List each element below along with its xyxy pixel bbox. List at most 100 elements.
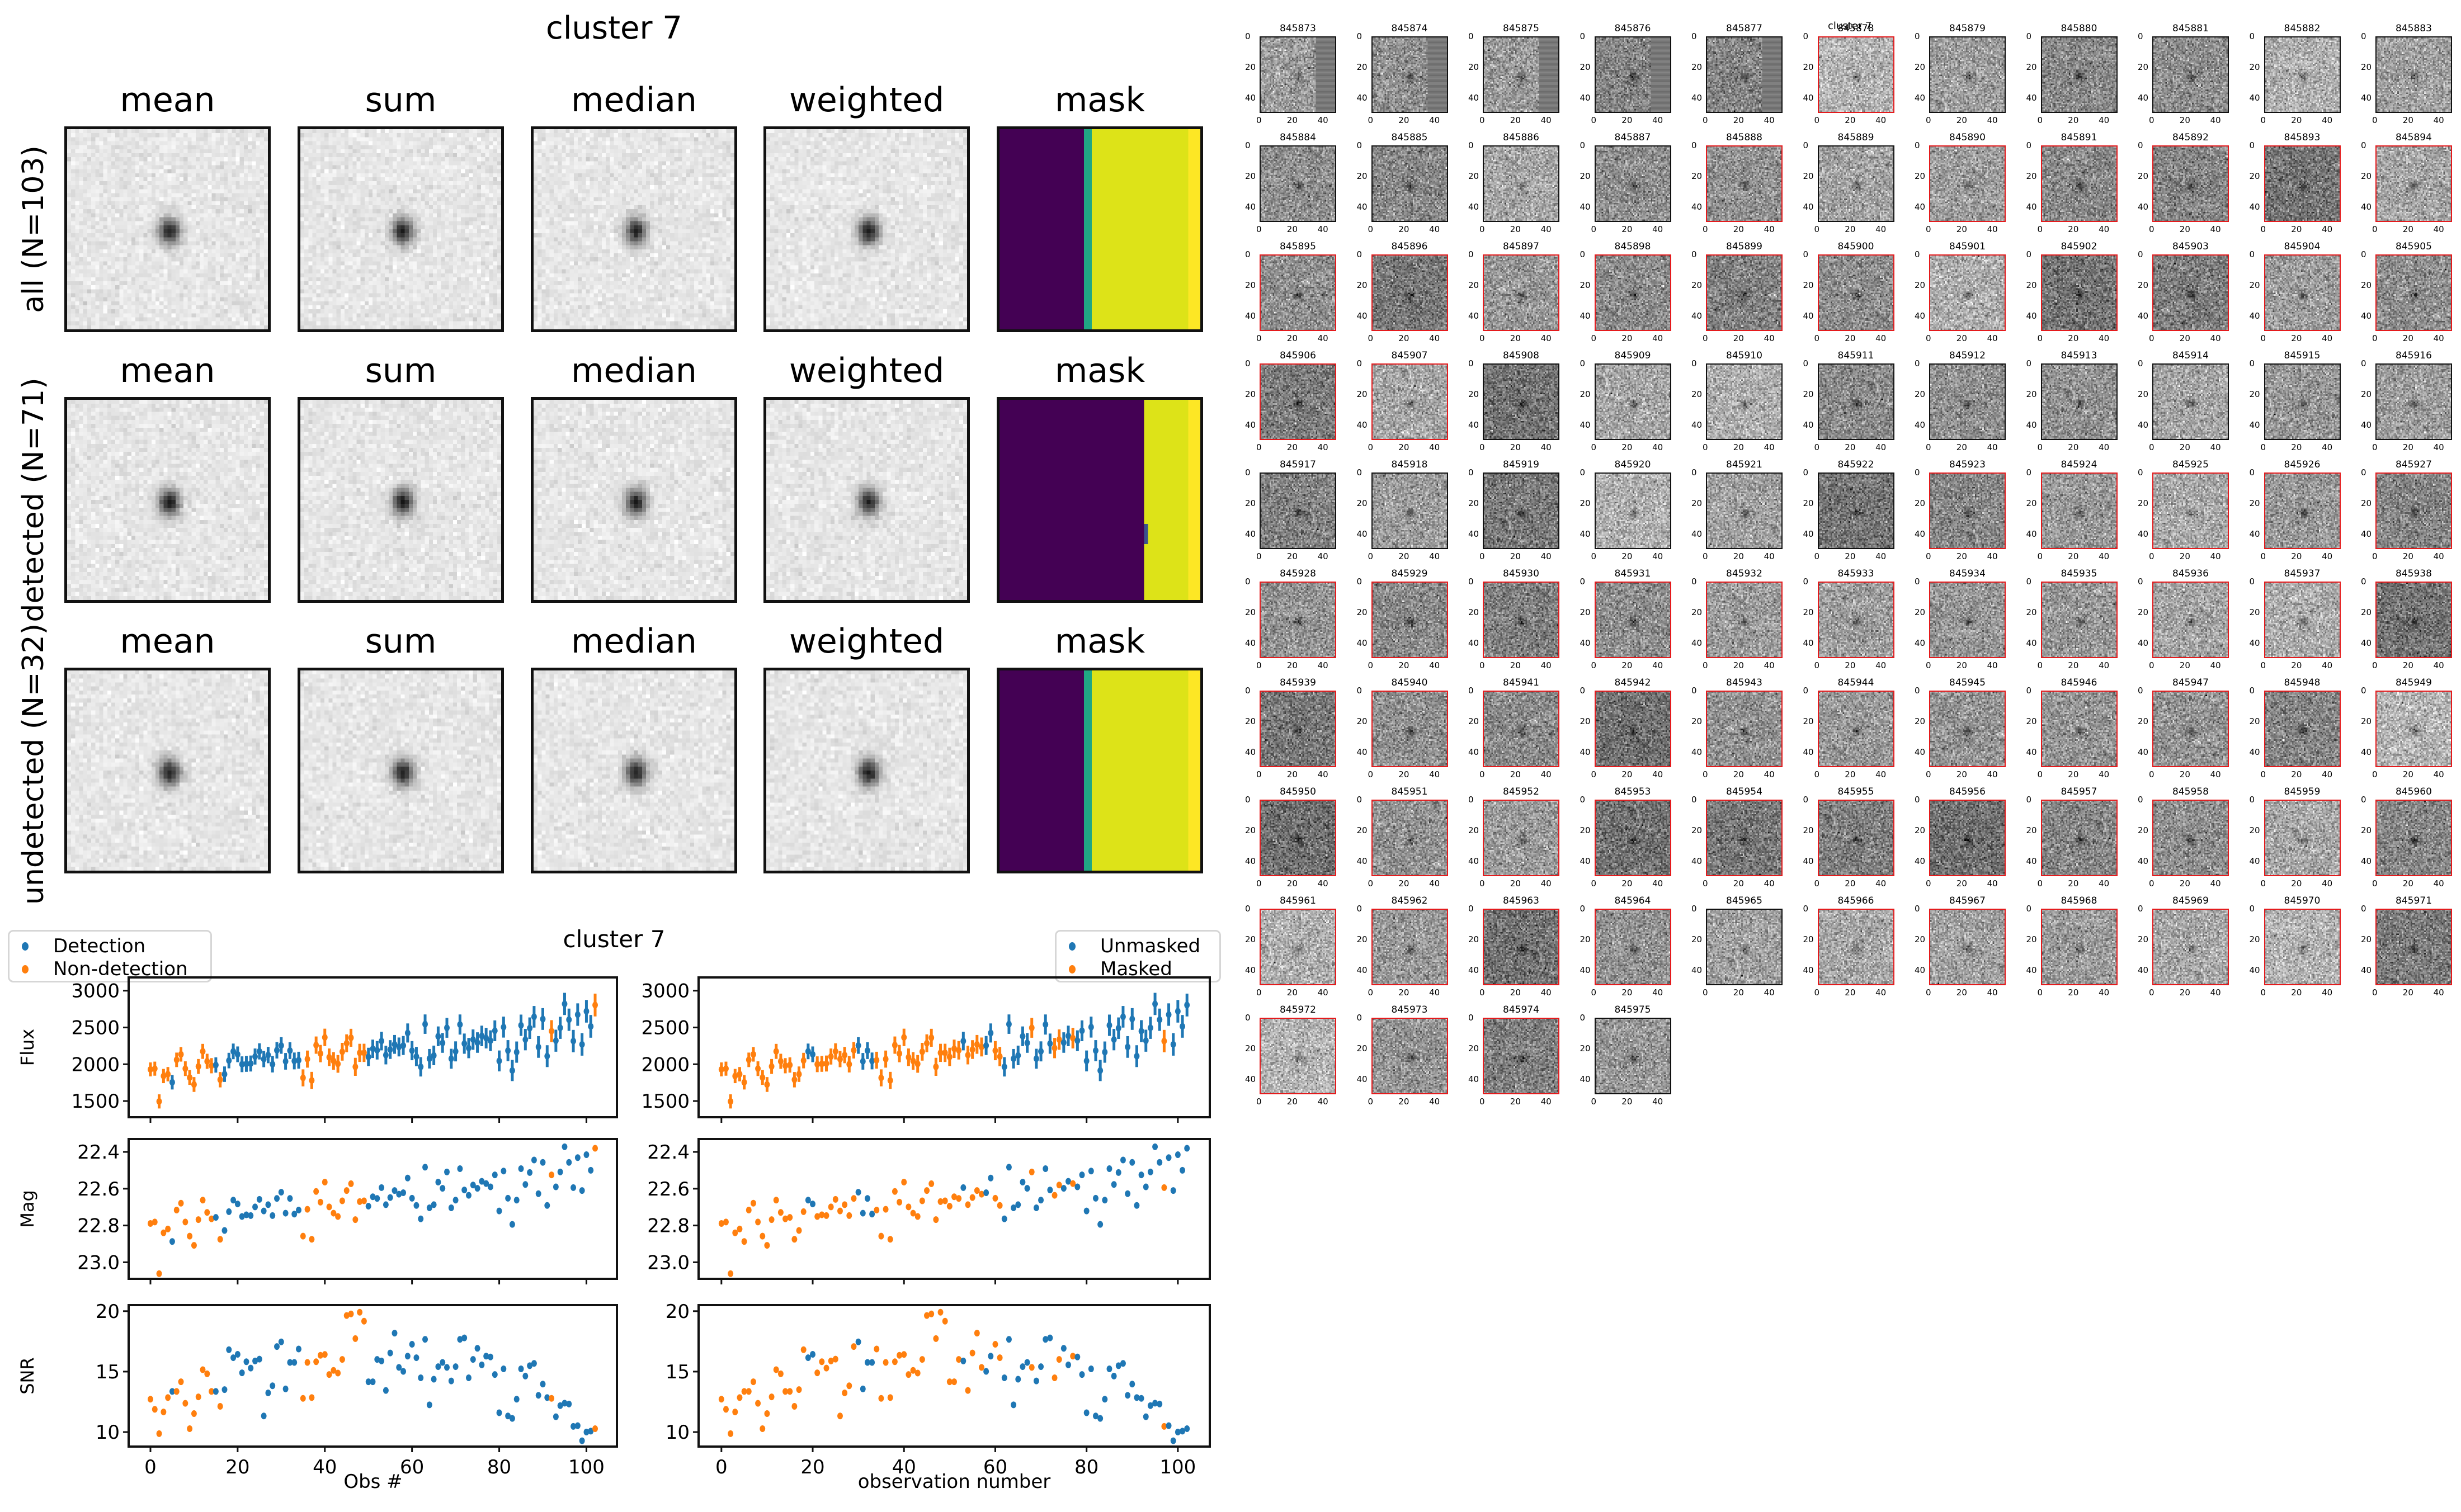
thumbnail-image[interactable]: [2375, 36, 2452, 113]
thumbnail-image-masked[interactable]: [1371, 1018, 1448, 1094]
thumbnail-image-masked[interactable]: [1260, 254, 1336, 331]
thumbnail-image[interactable]: [1594, 472, 1671, 549]
thumbnail-image-masked[interactable]: [1483, 254, 1559, 331]
thumbnail-image-masked[interactable]: [1929, 254, 2006, 331]
thumbnail-image[interactable]: [1706, 472, 1783, 549]
thumbnail-image-masked[interactable]: [1260, 1018, 1336, 1094]
thumbnail-image-masked[interactable]: [2375, 800, 2452, 876]
thumbnail-image-masked[interactable]: [1817, 909, 1894, 985]
thumbnail-image-masked[interactable]: [1371, 909, 1448, 985]
thumbnail-image[interactable]: [1483, 472, 1559, 549]
thumbnail-image-masked[interactable]: [1483, 1018, 1559, 1094]
thumbnail-image-masked[interactable]: [2152, 909, 2229, 985]
thumbnail-image-masked[interactable]: [1929, 472, 2006, 549]
thumbnail-image-masked[interactable]: [1371, 800, 1448, 876]
thumbnail-image[interactable]: [1594, 145, 1671, 222]
thumbnail-image[interactable]: [1260, 472, 1336, 549]
thumbnail-image[interactable]: [1594, 363, 1671, 440]
thumbnail-image-masked[interactable]: [1929, 800, 2006, 876]
thumbnail-image-masked[interactable]: [2152, 691, 2229, 767]
thumbnail-image-masked[interactable]: [1260, 909, 1336, 985]
thumbnail-image-masked[interactable]: [1817, 582, 1894, 658]
thumbnail-image-masked[interactable]: [1817, 254, 1894, 331]
thumbnail-image[interactable]: [1483, 36, 1559, 113]
thumbnail-image-masked[interactable]: [2264, 472, 2341, 549]
thumbnail-image-masked[interactable]: [2375, 145, 2452, 222]
thumbnail-image-masked[interactable]: [1706, 582, 1783, 658]
thumbnail-image-masked[interactable]: [1929, 145, 2006, 222]
thumbnail-image-masked[interactable]: [2040, 145, 2118, 222]
thumbnail-image-masked[interactable]: [2264, 254, 2341, 331]
thumbnail-image-masked[interactable]: [2264, 691, 2341, 767]
thumbnail-image-masked[interactable]: [1483, 909, 1559, 985]
thumbnail-image-masked[interactable]: [1706, 800, 1783, 876]
thumbnail-image[interactable]: [2264, 36, 2341, 113]
thumbnail-image-masked[interactable]: [1483, 800, 1559, 876]
thumbnail-image-masked[interactable]: [2375, 472, 2452, 549]
thumbnail-image-masked[interactable]: [1594, 582, 1671, 658]
thumbnail-image-masked[interactable]: [1260, 363, 1336, 440]
thumbnail-image-masked[interactable]: [1817, 36, 1894, 113]
thumbnail-image-masked[interactable]: [1483, 582, 1559, 658]
thumbnail-image-masked[interactable]: [2375, 691, 2452, 767]
thumbnail-image-masked[interactable]: [2040, 472, 2118, 549]
thumbnail-image-masked[interactable]: [2040, 909, 2118, 985]
thumbnail-image-masked[interactable]: [2152, 800, 2229, 876]
thumbnail-image[interactable]: [1594, 1018, 1671, 1094]
thumbnail-image-masked[interactable]: [1371, 582, 1448, 658]
thumbnail-image-masked[interactable]: [1929, 582, 2006, 658]
thumbnail-image-masked[interactable]: [1260, 691, 1336, 767]
thumbnail-image-masked[interactable]: [1817, 691, 1894, 767]
thumbnail-image[interactable]: [2375, 363, 2452, 440]
thumbnail-image[interactable]: [1260, 145, 1336, 222]
thumbnail-image-masked[interactable]: [2152, 582, 2229, 658]
thumbnail-image[interactable]: [1817, 363, 1894, 440]
thumbnail-image-masked[interactable]: [1929, 909, 2006, 985]
thumbnail-image-masked[interactable]: [2152, 254, 2229, 331]
thumbnail-image-masked[interactable]: [2264, 582, 2341, 658]
thumbnail-image-masked[interactable]: [1260, 800, 1336, 876]
thumbnail-image-masked[interactable]: [1706, 691, 1783, 767]
thumbnail-image-masked[interactable]: [2375, 909, 2452, 985]
thumbnail-image-masked[interactable]: [1594, 254, 1671, 331]
thumbnail-image[interactable]: [2040, 363, 2118, 440]
thumbnail-image-masked[interactable]: [1594, 800, 1671, 876]
thumbnail-image[interactable]: [1929, 363, 2006, 440]
thumbnail-image-masked[interactable]: [1594, 691, 1671, 767]
thumbnail-image-masked[interactable]: [2375, 254, 2452, 331]
thumbnail-image[interactable]: [1483, 145, 1559, 222]
thumbnail-image[interactable]: [2152, 363, 2229, 440]
thumbnail-image[interactable]: [1817, 472, 1894, 549]
thumbnail-image-masked[interactable]: [1706, 254, 1783, 331]
thumbnail-image-masked[interactable]: [1483, 691, 1559, 767]
thumbnail-image-masked[interactable]: [1371, 363, 1448, 440]
thumbnail-image-masked[interactable]: [1371, 691, 1448, 767]
thumbnail-image-masked[interactable]: [2264, 909, 2341, 985]
thumbnail-image[interactable]: [1594, 36, 1671, 113]
thumbnail-image[interactable]: [1371, 472, 1448, 549]
thumbnail-image-masked[interactable]: [1929, 691, 2006, 767]
thumbnail-image-masked[interactable]: [2375, 582, 2452, 658]
thumbnail-image-masked[interactable]: [1260, 582, 1336, 658]
thumbnail-image-masked[interactable]: [2040, 800, 2118, 876]
thumbnail-image[interactable]: [2152, 36, 2229, 113]
thumbnail-image-masked[interactable]: [1371, 254, 1448, 331]
thumbnail-image-masked[interactable]: [2152, 472, 2229, 549]
thumbnail-image-masked[interactable]: [1706, 145, 1783, 222]
thumbnail-image-masked[interactable]: [1594, 909, 1671, 985]
thumbnail-image[interactable]: [1706, 909, 1783, 985]
thumbnail-image-masked[interactable]: [2040, 582, 2118, 658]
thumbnail-image-masked[interactable]: [2040, 254, 2118, 331]
thumbnail-image[interactable]: [1483, 363, 1559, 440]
thumbnail-image-masked[interactable]: [1817, 800, 1894, 876]
thumbnail-image[interactable]: [2264, 363, 2341, 440]
thumbnail-image[interactable]: [1371, 145, 1448, 222]
thumbnail-image-masked[interactable]: [2264, 145, 2341, 222]
thumbnail-image[interactable]: [1371, 36, 1448, 113]
thumbnail-image-masked[interactable]: [2264, 800, 2341, 876]
thumbnail-image[interactable]: [1706, 36, 1783, 113]
thumbnail-image[interactable]: [1706, 363, 1783, 440]
thumbnail-image-masked[interactable]: [2152, 145, 2229, 222]
thumbnail-image[interactable]: [1260, 36, 1336, 113]
thumbnail-image[interactable]: [2040, 36, 2118, 113]
